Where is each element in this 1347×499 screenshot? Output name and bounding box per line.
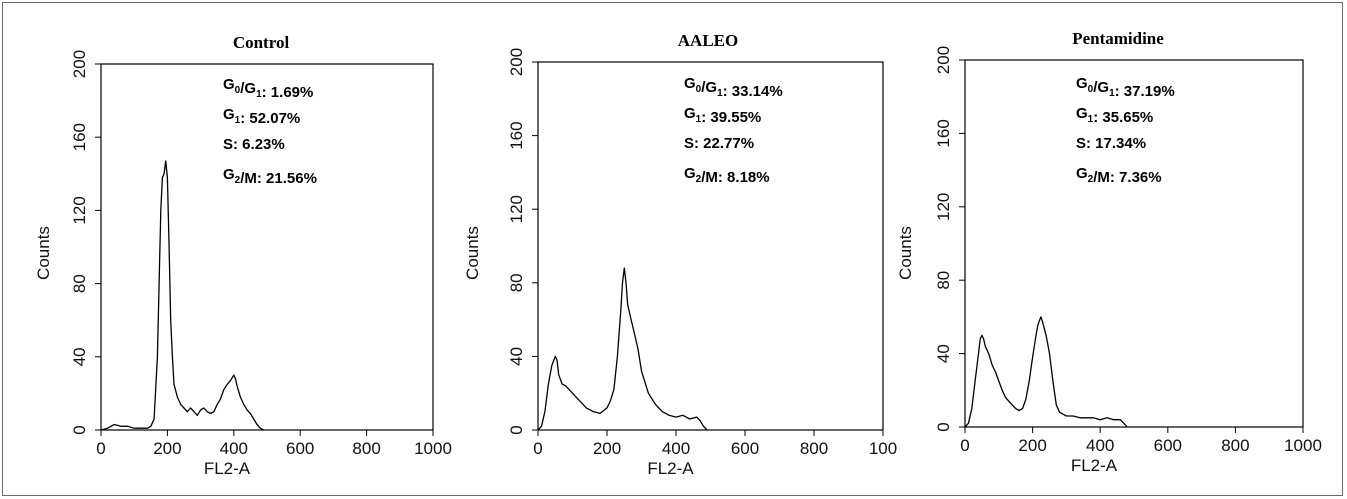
plot-frame [964, 59, 1304, 428]
x-tick-label: 0 [960, 436, 969, 455]
y-axis-title: Counts [34, 226, 53, 280]
y-tick-label: 120 [507, 195, 526, 223]
y-tick-label: 80 [934, 271, 953, 290]
y-axis-title: Counts [463, 226, 482, 280]
x-tick-label: 1000 [414, 439, 452, 458]
y-tick-label: 40 [70, 347, 89, 366]
phase-annotation: G2/M: 8.18% [684, 165, 770, 186]
y-axis-title: Counts [896, 226, 915, 280]
y-tick-label: 200 [934, 46, 953, 74]
phase-annotation: G0/G1: 1.69% [223, 76, 313, 101]
plot-frame [100, 63, 434, 431]
y-tick-label: 0 [934, 422, 953, 431]
y-tick-label: 160 [934, 119, 953, 147]
panel-2: 0 200 400 600 800 10004080120160200FL2-ACount… [463, 31, 897, 478]
x-axis-title: FL2-A [647, 459, 694, 478]
phase-annotation: S: 17.34% [1076, 135, 1146, 152]
x-tick-label: 600 [1154, 436, 1182, 455]
panel-3: 0 200 400 600 800 1000 0 40 80 120 160 200 FL2-A Coun… [896, 29, 1322, 475]
phase-annotation: G0/G1: 33.14% [684, 75, 783, 100]
x-tick-label: 800 [1221, 436, 1249, 455]
x-tick-label: 200 [593, 439, 621, 458]
histogram-line [537, 267, 708, 431]
y-tick-label: 200 [70, 50, 89, 78]
x-tick-label: 400 [662, 439, 690, 458]
x-tick-label: 200 [153, 439, 181, 458]
x-tick-label: 600 [286, 439, 314, 458]
x-tick-label: 400 [1086, 436, 1114, 455]
phase-annotation: G1: 52.07% [223, 106, 300, 127]
x-tick-label: 800 [352, 439, 380, 458]
phase-annotation: G2/M: 21.56% [223, 166, 317, 187]
phase-annotation: G2/M: 7.36% [1076, 165, 1162, 186]
flow-cytometry-figure: 0 200 400 600 800 100004080120160200FL2-ACoun… [34, 29, 1322, 478]
y-tick-label: 40 [507, 347, 526, 366]
x-tick-label: 200 [1018, 436, 1046, 455]
y-tick-label: 0 [507, 425, 526, 434]
y-tick-label: 160 [507, 121, 526, 149]
y-tick-label: 120 [70, 196, 89, 224]
y-tick-label: 80 [70, 274, 89, 293]
panel-title: Control [233, 33, 290, 52]
phase-annotation: G1: 35.65% [1076, 105, 1153, 126]
y-tick-label: 0 [70, 425, 89, 434]
x-tick-label: 0 [96, 439, 105, 458]
x-tick-label: 1000 [1284, 436, 1322, 455]
x-axis-title: FL2-A [1071, 456, 1118, 475]
panel-1: 0 200 400 600 800 1000 0 40 80 120 160 200 FL2-A Coun… [34, 33, 452, 478]
phase-annotation: G1: 39.55% [684, 105, 761, 126]
x-tick-label: 0 [533, 439, 542, 458]
x-tick-label: 400 [220, 439, 248, 458]
phase-annotation: G0/G1: 37.19% [1076, 75, 1175, 100]
x-tick-label: 100 [869, 439, 897, 458]
panel-title: Pentamidine [1072, 29, 1164, 48]
x-tick-label: 600 [731, 439, 759, 458]
y-tick-label: 160 [70, 123, 89, 151]
phase-annotation: S: 6.23% [223, 136, 285, 153]
y-tick-label: 200 [507, 48, 526, 76]
panel-title: AALEO [678, 31, 738, 50]
x-tick-label: 800 [800, 439, 828, 458]
plot-frame [537, 61, 884, 431]
y-tick-label: 40 [934, 344, 953, 363]
phase-annotation: S: 22.77% [684, 135, 754, 152]
y-tick-label: 120 [934, 193, 953, 221]
y-tick-label: 80 [507, 273, 526, 292]
histogram-line [100, 160, 265, 431]
histogram-line [964, 316, 1128, 428]
x-axis-title: FL2-A [204, 459, 251, 478]
